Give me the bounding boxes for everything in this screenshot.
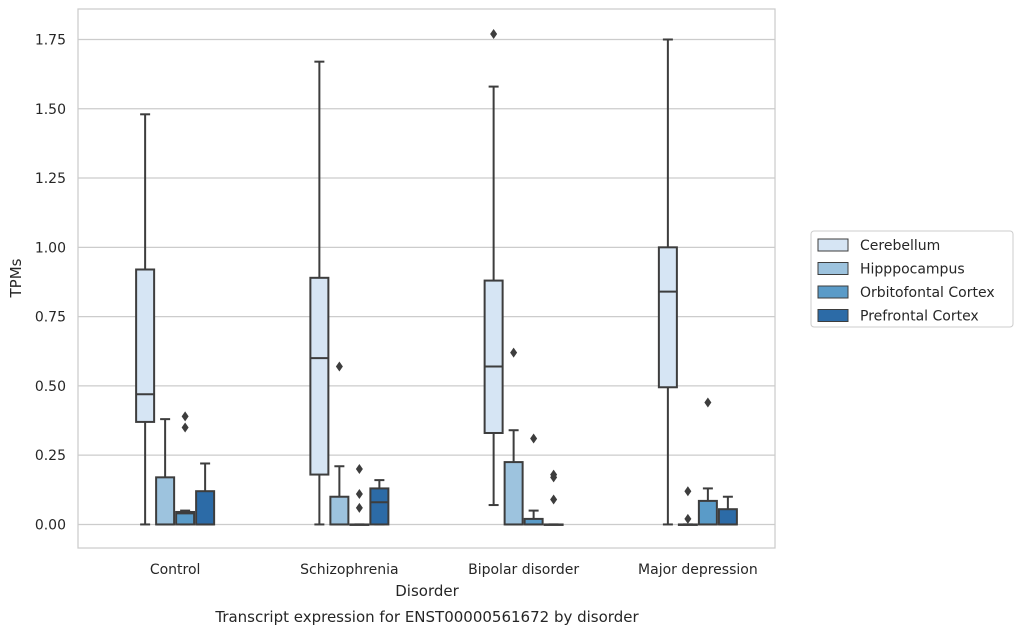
legend-swatch [817, 285, 849, 299]
legend-item: Hipppocampus [817, 262, 965, 278]
box-group [175, 411, 196, 526]
box-body [657, 246, 678, 389]
box-group [369, 479, 390, 526]
gridlines [78, 38, 775, 526]
box-body [697, 499, 718, 526]
box-body [155, 476, 176, 526]
y-tick-label: 0.00 [35, 517, 66, 533]
legend-label: Prefrontal Cortex [860, 309, 979, 325]
box-outlier [530, 433, 538, 444]
x-tick-label: Bipolar disorder [468, 562, 579, 578]
box-group [195, 462, 216, 526]
box-group [657, 38, 678, 526]
x-axis-label: Disorder [395, 582, 459, 600]
legend-item: Prefrontal Cortex [817, 309, 979, 325]
box-group [523, 433, 544, 526]
legend-item: Orbitofontal Cortex [817, 285, 995, 301]
x-tick-label: Major depression [638, 562, 758, 578]
box-group [329, 361, 350, 526]
box-body [329, 495, 350, 526]
box-group [155, 418, 176, 526]
x-axis-ticks: Control Schizophrenia Bipolar disorder Majo… [150, 562, 758, 578]
legend-label: Hipppocampus [860, 262, 965, 278]
box-outlier [355, 502, 363, 513]
box-body [483, 279, 504, 434]
y-tick-label: 1.25 [35, 171, 66, 187]
legend-label: Orbitofontal Cortex [860, 285, 995, 301]
box-outlier [684, 486, 692, 497]
box-series [135, 28, 738, 526]
box-outlier [355, 488, 363, 499]
box-outlier [550, 494, 558, 505]
box-group [543, 469, 564, 526]
legend: Cerebellum Hipppocampus Orbitofontal Corte… [810, 230, 1014, 328]
box-outlier [510, 347, 518, 358]
box-body [369, 487, 390, 526]
y-tick-label: 1.50 [35, 102, 66, 118]
plot-area-frame [77, 8, 776, 549]
legend-swatch [817, 309, 849, 322]
box-group [503, 347, 524, 526]
box-body [717, 508, 738, 526]
y-tick-label: 1.75 [35, 32, 66, 48]
y-axis-label: TPMs [7, 258, 25, 298]
y-axis-ticks: 0.00 0.25 0.50 0.75 1.00 1.25 1.50 1.75 [35, 32, 66, 533]
legend-item: Cerebellum [817, 238, 940, 254]
box-outlier [181, 411, 189, 422]
box-body [135, 268, 156, 423]
y-tick-label: 1.00 [35, 240, 66, 256]
box-body [503, 461, 524, 526]
x-tick-label: Schizophrenia [300, 562, 398, 578]
box-outlier [355, 464, 363, 475]
box-group [697, 397, 718, 526]
box-body [175, 510, 196, 526]
y-tick-label: 0.25 [35, 448, 66, 464]
box-group [483, 28, 504, 507]
box-group [135, 113, 156, 526]
y-tick-label: 0.75 [35, 310, 66, 326]
box-outlier [704, 397, 712, 408]
box-outlier [684, 513, 692, 524]
legend-swatch [817, 262, 849, 275]
box-outlier [335, 361, 343, 372]
box-outlier [550, 469, 558, 480]
box-group [677, 486, 698, 526]
box-group [717, 495, 738, 526]
box-group [349, 464, 370, 526]
box-body [309, 276, 330, 476]
box-outlier [490, 28, 498, 39]
chart-caption: Transcript expression for ENST0000056167… [214, 608, 639, 626]
box-group [309, 60, 330, 526]
y-tick-label: 0.50 [35, 379, 66, 395]
legend-label: Cerebellum [860, 238, 940, 254]
legend-frame [810, 230, 1014, 328]
box-outlier [181, 422, 189, 433]
legend-swatch [817, 238, 849, 252]
x-tick-label: Control [150, 562, 201, 578]
box-body [195, 490, 216, 526]
